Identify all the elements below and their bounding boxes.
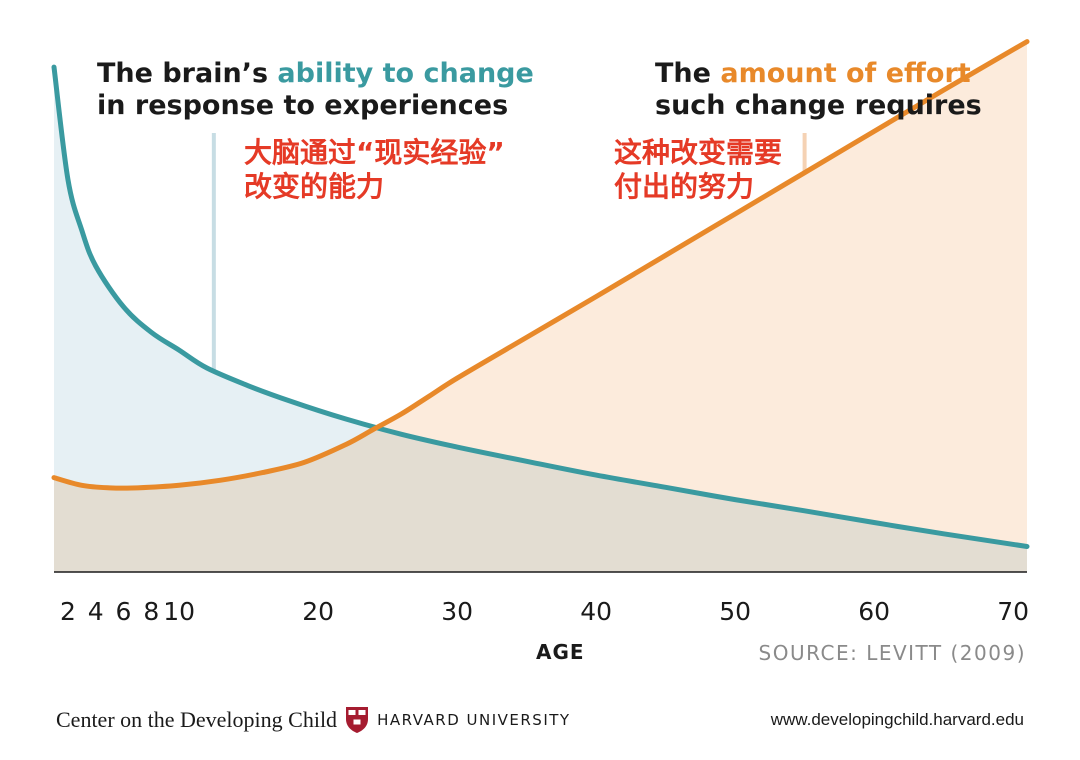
source-note: SOURCE: LEVITT (2009) — [758, 641, 1026, 665]
x-tick-label-60: 60 — [858, 597, 890, 626]
effort-title-pre: The — [655, 58, 721, 89]
x-tick-label-10: 10 — [163, 597, 195, 626]
harvard-shield-icon — [346, 707, 369, 733]
x-tick-label-70: 70 — [997, 597, 1029, 626]
ability-line — [51, 64, 1030, 549]
ability-title-line2: in response to experiences — [97, 90, 509, 121]
effort-title-line2: such change requires — [655, 90, 982, 121]
ability-area-fill — [54, 67, 1027, 572]
ability-title: The brain’s ability to change in respons… — [97, 58, 534, 122]
x-axis-title: AGE — [536, 640, 585, 664]
x-tick-label-2: 2 — [60, 597, 76, 626]
ability-annotation-line2: 改变的能力 — [244, 170, 385, 203]
x-tick-label-20: 20 — [302, 597, 334, 626]
effort-title-highlight: amount of effort — [720, 58, 971, 89]
effort-line — [51, 39, 1030, 491]
effort-annotation: 这种改变需要 付出的努力 — [614, 136, 782, 204]
x-tick-label-30: 30 — [441, 597, 473, 626]
ability-title-highlight: ability to change — [277, 58, 534, 89]
x-tick-label-40: 40 — [580, 597, 612, 626]
footer-url[interactable]: www.developingchild.harvard.edu — [770, 710, 1024, 729]
footer-branding: Center on the Developing Child HARVARD U… — [56, 706, 571, 734]
x-tick-label-8: 8 — [143, 597, 159, 626]
center-name: Center on the Developing Child — [56, 707, 338, 732]
effort-area-fill — [54, 41, 1027, 573]
effort-annotation-line2: 付出的努力 — [614, 170, 755, 203]
ability-annotation: 大脑通过“现实经验” 改变的能力 — [244, 136, 505, 204]
x-tick-label-50: 50 — [719, 597, 751, 626]
ability-annotation-line1: 大脑通过“现实经验” — [244, 136, 505, 169]
university-name: HARVARD UNIVERSITY — [377, 711, 571, 729]
effort-title: The amount of effort such change require… — [655, 58, 982, 122]
x-tick-label-4: 4 — [88, 597, 104, 626]
ability-title-pre: The brain’s — [97, 58, 278, 89]
x-tick-label-6: 6 — [116, 597, 132, 626]
effort-annotation-line1: 这种改变需要 — [614, 136, 783, 169]
